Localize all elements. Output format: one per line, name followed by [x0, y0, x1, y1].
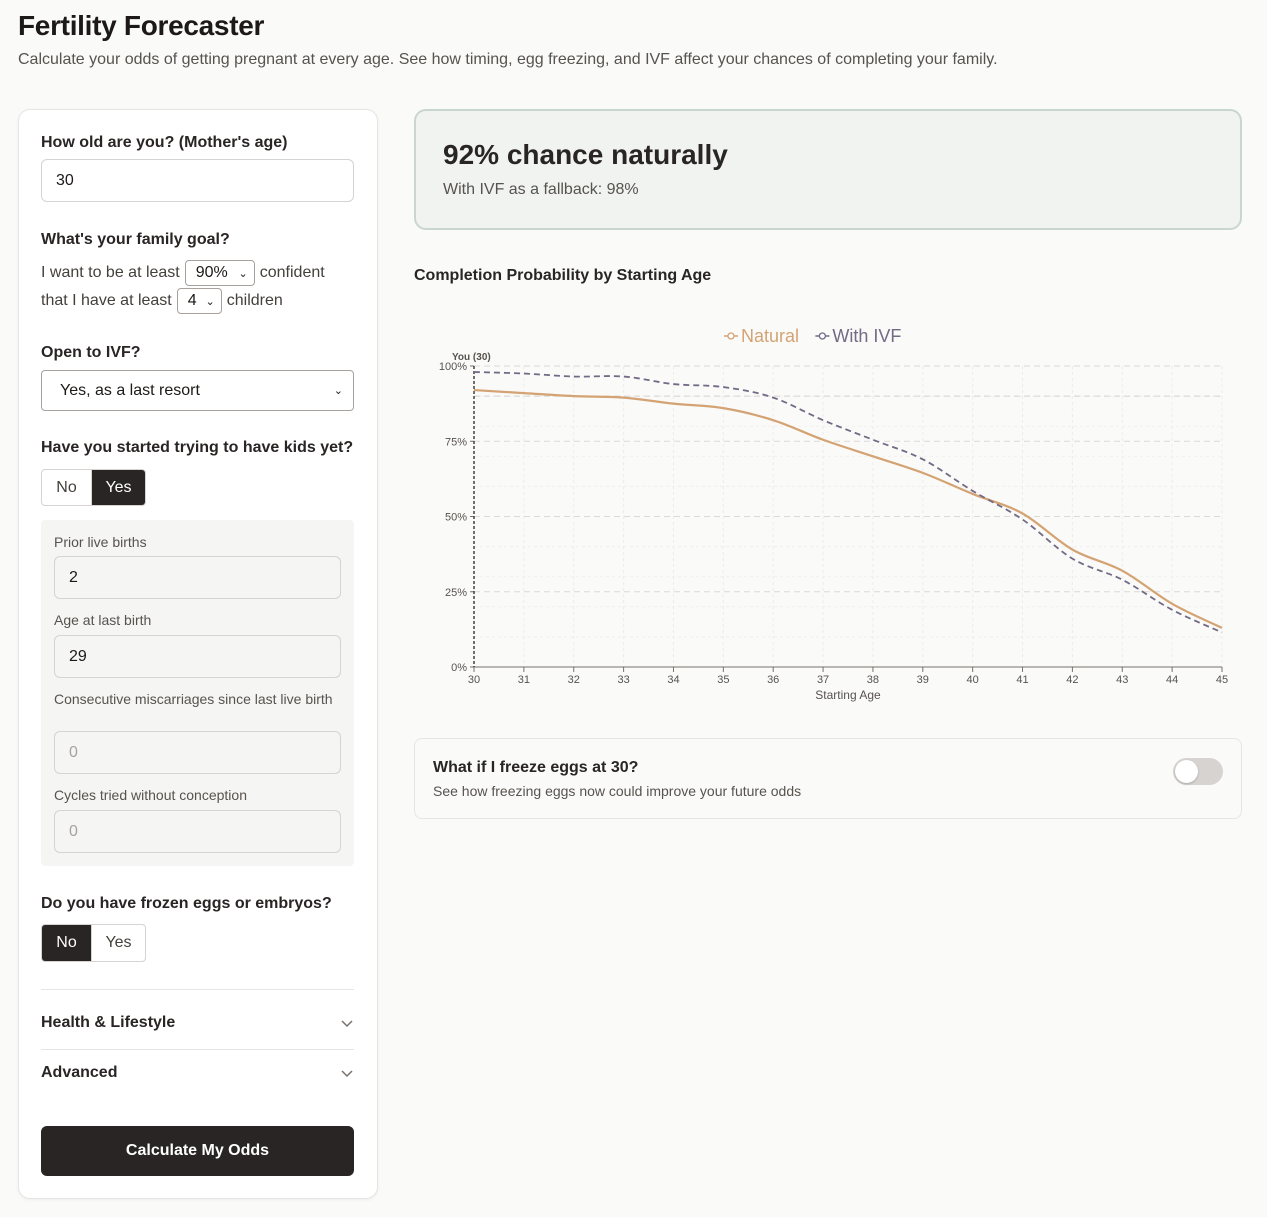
x-tick-label: 40 [967, 674, 979, 686]
freeze-card: What if I freeze eggs at 30? See how fre… [414, 738, 1242, 819]
frozen-label: Do you have frozen eggs or embryos? [41, 895, 332, 912]
age-input[interactable]: 30 [41, 159, 354, 202]
page-subtitle: Calculate your odds of getting pregnant … [18, 51, 998, 68]
divider [41, 1049, 354, 1050]
calculate-button[interactable]: Calculate My Odds [41, 1126, 354, 1176]
you-marker-label: You (30) [452, 352, 491, 363]
chart-title: Completion Probability by Starting Age [414, 267, 712, 284]
ivf-label: Open to IVF? [41, 344, 141, 361]
x-tick-label: 31 [518, 674, 530, 686]
goal-line-1: I want to be at least 90% ⌄ confident [41, 260, 325, 286]
legend-label: Natural [741, 326, 799, 346]
x-tick-label: 42 [1066, 674, 1078, 686]
frozen-toggle: No Yes [41, 924, 146, 962]
completion-chart: 0% 25% 50% 75% 100% 30 31 32 33 34 35 36 37 38 39 40 41 4… [439, 326, 1228, 702]
x-axis-label: Starting Age [815, 688, 881, 702]
x-tick-label: 30 [468, 674, 480, 686]
trying-yes-button[interactable]: Yes [91, 470, 145, 505]
switch-knob [1175, 760, 1198, 783]
last-birth-age-label: Age at last birth [54, 612, 152, 628]
history-section: Prior live births 2 Age at last birth 29… [41, 520, 354, 866]
x-tick-label: 35 [717, 674, 729, 686]
legend-swatch-marker [727, 332, 735, 340]
x-tick-label: 34 [667, 674, 679, 686]
x-tick-label: 38 [867, 674, 879, 686]
frozen-no-button[interactable]: No [42, 925, 91, 961]
children-value: 4 [187, 292, 197, 309]
chevron-down-icon: ⌄ [333, 385, 343, 397]
y-tick-label: 100% [439, 361, 467, 373]
x-tick-label: 41 [1016, 674, 1028, 686]
x-tick-label: 37 [817, 674, 829, 686]
x-tick-label: 43 [1116, 674, 1128, 686]
age-label: How old are you? (Mother's age) [41, 134, 288, 151]
result-subline: With IVF as a fallback: 98% [443, 181, 639, 198]
chevron-down-icon: ⌄ [205, 295, 215, 308]
miscarriages-input[interactable]: 0 [54, 731, 341, 774]
advanced-accordion[interactable]: Advanced [41, 1064, 354, 1082]
y-tick-label: 0% [451, 662, 467, 674]
goal-prefix-2: that I have at least [41, 292, 172, 309]
x-tick-label: 33 [617, 674, 629, 686]
legend-label: With IVF [832, 326, 901, 346]
advanced-label: Advanced [41, 1064, 118, 1081]
series-line-natural [473, 388, 1223, 629]
children-select[interactable]: 4 ⌄ [176, 288, 222, 314]
chevron-down-icon [341, 1070, 353, 1078]
series-line-with-ivf [473, 371, 1223, 634]
y-tick-label: 75% [445, 436, 467, 448]
miscarriages-label: Consecutive miscarriages since last live… [54, 691, 333, 707]
frozen-yes-button[interactable]: Yes [91, 925, 145, 961]
legend-swatch-marker [818, 332, 827, 340]
chevron-down-icon [341, 1020, 353, 1028]
goal-line-2: that I have at least 4 ⌄ children [41, 288, 283, 314]
goal-middle: confident [259, 264, 325, 281]
freeze-title: What if I freeze eggs at 30? [433, 759, 639, 776]
x-tick-label: 39 [917, 674, 929, 686]
x-tick-label: 44 [1166, 674, 1178, 686]
cycles-label: Cycles tried without conception [54, 787, 247, 803]
trying-label: Have you started trying to have kids yet… [41, 439, 354, 456]
result-card: 92% chance naturally With IVF as a fallb… [414, 109, 1242, 230]
divider [41, 989, 354, 990]
prior-births-label: Prior live births [54, 534, 147, 550]
trying-no-button[interactable]: No [56, 478, 77, 496]
chevron-down-icon: ⌄ [238, 267, 248, 280]
prior-births-input[interactable]: 2 [54, 556, 341, 599]
last-birth-age-input[interactable]: 29 [54, 635, 341, 678]
goal-prefix: I want to be at least [41, 264, 180, 281]
x-tick-label: 32 [568, 674, 580, 686]
freeze-subtitle: See how freezing eggs now could improve … [433, 783, 802, 799]
freeze-toggle-switch[interactable] [1173, 758, 1223, 785]
x-tick-label: 36 [767, 674, 779, 686]
goal-label: What's your family goal? [41, 231, 230, 248]
x-tick-label: 45 [1216, 674, 1228, 686]
input-panel: How old are you? (Mother's age) 30 What'… [18, 109, 378, 1199]
confidence-select[interactable]: 90% ⌄ [184, 260, 255, 286]
trying-toggle: No Yes [41, 469, 146, 506]
confidence-value: 90% [195, 264, 228, 281]
y-tick-label: 50% [445, 512, 467, 524]
cycles-input[interactable]: 0 [54, 810, 341, 853]
ivf-value: Yes, as a last resort [60, 381, 200, 399]
ivf-select[interactable]: Yes, as a last resort ⌄ [41, 370, 354, 411]
page-title: Fertility Forecaster [18, 10, 265, 41]
result-headline: 92% chance naturally [443, 139, 728, 170]
health-accordion[interactable]: Health & Lifestyle [41, 1014, 354, 1032]
y-tick-label: 25% [445, 587, 467, 599]
health-label: Health & Lifestyle [41, 1014, 176, 1031]
goal-suffix: children [226, 292, 283, 309]
